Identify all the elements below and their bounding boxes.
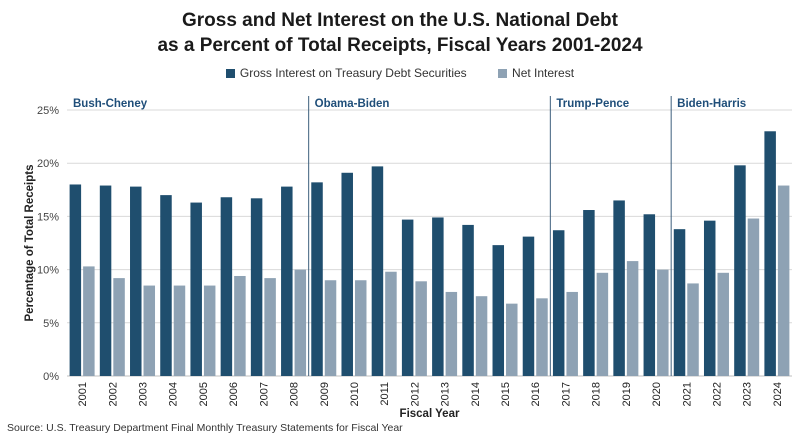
y-tick-label: 5%: [43, 318, 59, 330]
administration-label: Obama-Biden: [315, 98, 390, 110]
x-tick-label: 2012: [409, 382, 421, 406]
bar-net: [143, 285, 156, 376]
bar-gross: [552, 230, 565, 376]
bar-gross: [160, 195, 172, 376]
y-tick-label: 20%: [37, 158, 59, 170]
bar-net: [506, 303, 518, 376]
bar-gross: [341, 172, 353, 376]
x-tick-label: 2021: [681, 382, 693, 406]
bar-gross: [703, 220, 716, 376]
x-tick-label: 2015: [500, 382, 512, 406]
bar-net: [385, 271, 397, 376]
x-tick-label: 2013: [440, 382, 452, 406]
bar-net: [596, 272, 609, 376]
bar-net: [234, 275, 246, 376]
bar-net: [294, 269, 307, 376]
y-tick-label: 25%: [37, 105, 59, 117]
bar-net: [415, 281, 427, 376]
bar-gross: [220, 197, 233, 376]
legend-swatch-net: [498, 69, 508, 78]
bar-gross: [432, 217, 444, 376]
bar-net: [536, 298, 548, 376]
y-tick-label: 15%: [37, 211, 59, 223]
x-axis-title: Fiscal Year: [400, 408, 460, 420]
x-tick-label: 2011: [379, 382, 391, 406]
legend-swatch-gross: [225, 69, 235, 78]
x-tick-label: 2016: [530, 382, 542, 406]
x-tick-label: 2007: [258, 382, 270, 406]
bar-gross: [462, 224, 474, 376]
y-axis-title: Percentage of Total Receipts: [24, 165, 36, 322]
bar-net: [203, 285, 216, 376]
bar-net: [566, 291, 578, 376]
bar-gross: [371, 166, 384, 376]
bar-gross: [643, 214, 656, 376]
bar-net: [657, 269, 669, 376]
bar-net: [324, 280, 337, 376]
bar-gross: [673, 229, 686, 376]
bar-net: [626, 261, 639, 376]
administration-label: Biden-Harris: [677, 98, 746, 110]
bar-net: [687, 283, 699, 376]
bar-gross: [69, 184, 82, 376]
bar-gross: [311, 182, 323, 376]
chart-legend: Gross Interest on Treasury Debt Securiti…: [0, 66, 800, 80]
bar-net: [777, 185, 790, 376]
x-tick-label: 2001: [77, 382, 89, 406]
x-tick-label: 2005: [198, 382, 210, 406]
bar-gross: [522, 236, 535, 376]
chart-title-line-1: Gross and Net Interest on the U.S. Natio…: [181, 10, 618, 31]
legend-label-net: Net Interest: [512, 66, 575, 80]
administration-label: Trump-Pence: [556, 98, 629, 110]
y-tick-label: 0%: [43, 371, 59, 383]
bar-gross: [99, 185, 112, 376]
y-tick-label: 10%: [37, 265, 59, 277]
x-tick-label: 2004: [168, 382, 180, 406]
x-tick-label: 2003: [138, 382, 150, 406]
bar-net: [264, 278, 276, 376]
chart-title-line-2: as a Percent of Total Receipts, Fiscal Y…: [157, 35, 643, 56]
x-tick-label: 2017: [560, 382, 572, 406]
x-tick-label: 2024: [772, 382, 784, 406]
bar-gross: [250, 198, 263, 376]
bar-gross: [613, 200, 625, 376]
x-tick-label: 2014: [470, 382, 482, 406]
bar-net: [173, 285, 186, 376]
bar-net: [717, 272, 729, 376]
bar-gross: [190, 202, 202, 376]
bar-net: [475, 296, 488, 376]
bar-gross: [130, 186, 142, 376]
x-tick-label: 2008: [289, 382, 301, 406]
source-note: Source: U.S. Treasury Department Final M…: [7, 422, 403, 434]
x-tick-label: 2010: [349, 382, 361, 406]
bar-gross: [401, 219, 414, 376]
x-tick-label: 2019: [621, 382, 633, 406]
bar-gross: [492, 245, 505, 376]
bar-gross: [583, 210, 595, 376]
x-tick-label: 2022: [711, 382, 723, 406]
x-tick-label: 2002: [107, 382, 119, 406]
x-tick-label: 2020: [651, 382, 663, 406]
administration-label: Bush-Cheney: [73, 98, 148, 110]
bar-net: [113, 278, 125, 376]
x-tick-label: 2006: [228, 382, 240, 406]
bar-gross: [281, 186, 293, 376]
bar-net: [354, 280, 367, 376]
bar-net: [747, 218, 760, 376]
bar-net: [445, 291, 458, 376]
legend-item-gross: Gross Interest on Treasury Debt Securiti…: [225, 66, 467, 80]
legend-label-gross: Gross Interest on Treasury Debt Securiti…: [239, 66, 467, 80]
bar-net: [83, 266, 95, 376]
x-tick-label: 2023: [742, 382, 754, 406]
bar-gross: [734, 165, 746, 376]
x-tick-label: 2018: [591, 382, 603, 406]
legend-item-net: Net Interest: [498, 66, 574, 80]
bar-gross: [764, 131, 776, 376]
x-tick-label: 2009: [319, 382, 331, 406]
